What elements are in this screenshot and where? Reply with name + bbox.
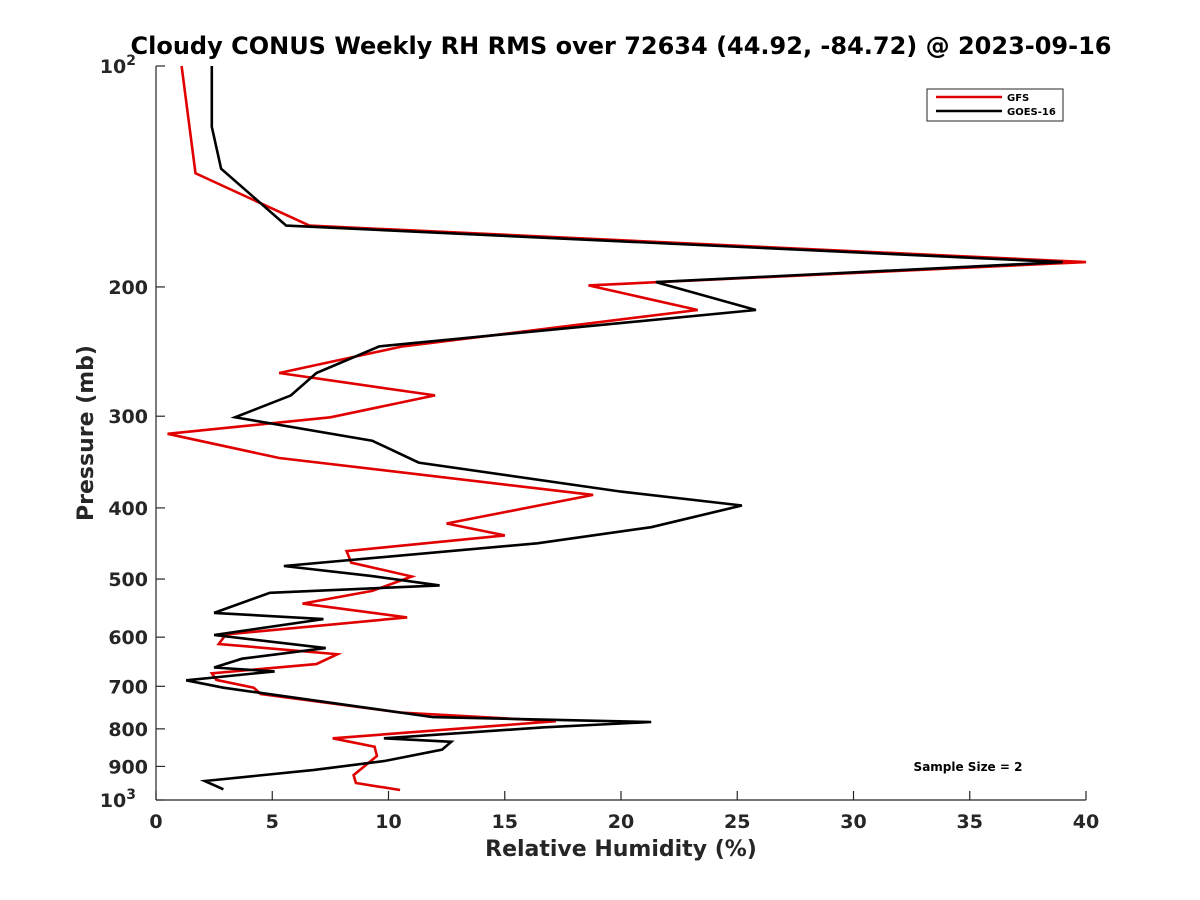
x-tick-label: 0 [149,811,162,833]
x-tick-label: 10 [375,811,401,833]
chart-title: Cloudy CONUS Weekly RH RMS over 72634 (4… [131,32,1112,60]
x-tick-label: 5 [266,811,279,833]
y-ticks: 102 200 300 400 500 600 700 800 900 103 [100,53,165,812]
y-tick-label: 400 [108,498,148,520]
y-tick-label: 102 [100,53,136,78]
y-tick-label: 700 [108,676,148,698]
y-tick-label: 500 [108,569,148,591]
y-tick-label: 900 [108,756,148,778]
plot-area-frame [156,66,1086,800]
y-axis-label: Pressure (mb) [74,345,99,521]
legend-label-gfs: GFS [1007,93,1029,104]
x-tick-label: 30 [840,811,866,833]
legend-box [926,88,1064,122]
series-line-goes16 [185,66,1063,791]
x-tick-label: 15 [492,811,518,833]
y-tick-label: 800 [108,719,148,741]
series-line-gfs [167,65,1087,792]
legend: GFS GOES-16 [926,88,1064,122]
x-tick-label: 40 [1073,811,1099,833]
x-axis-label: Relative Humidity (%) [485,837,757,862]
legend-label-goes16: GOES-16 [1007,107,1056,118]
x-tick-label: 20 [608,811,634,833]
sample-size-annotation: Sample Size = 2 [914,760,1023,774]
y-tick-label: 200 [108,277,148,299]
x-tick-label: 25 [724,811,750,833]
x-tick-label: 35 [957,811,983,833]
y-tick-label: 600 [108,627,148,649]
series-layer [167,65,1087,792]
x-ticks: 0 5 10 15 20 25 30 35 40 [149,791,1099,833]
y-tick-label: 103 [100,787,136,812]
y-tick-label: 300 [108,406,148,428]
